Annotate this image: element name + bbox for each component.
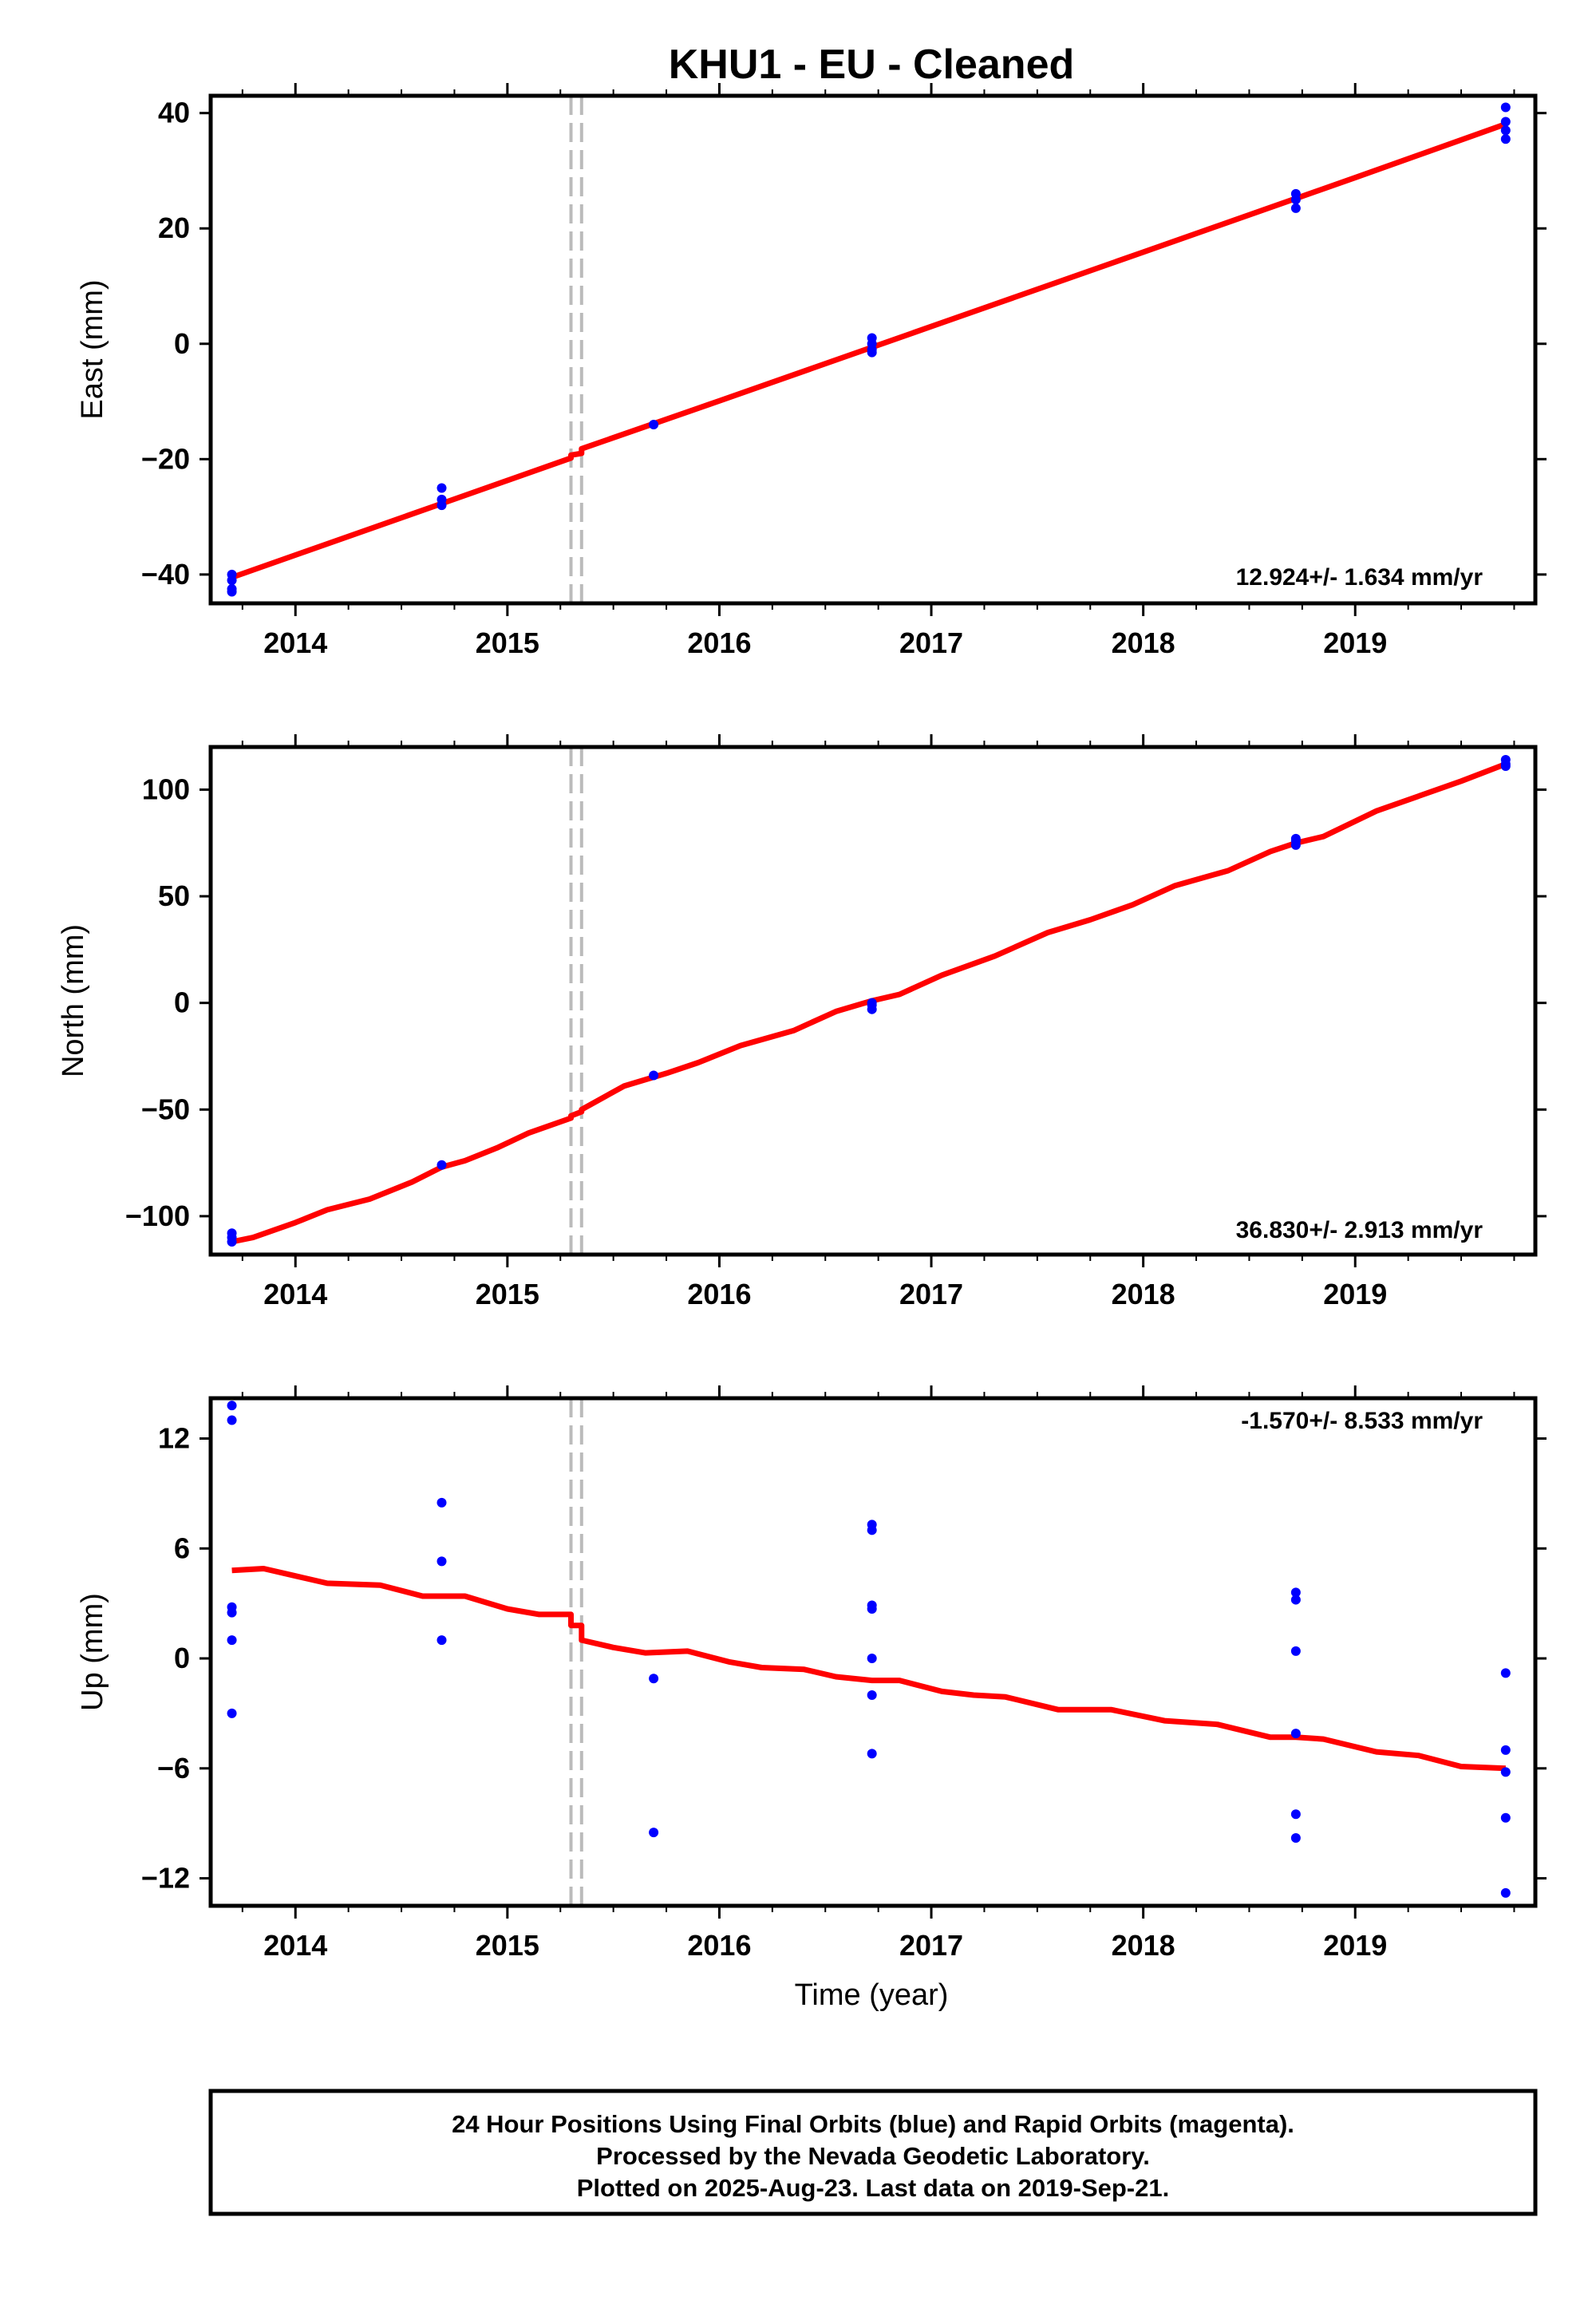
east-xtick-label-0: 2014 bbox=[263, 626, 327, 659]
up-data-point bbox=[867, 1749, 877, 1759]
north-ytick-label-2: 0 bbox=[174, 986, 190, 1019]
north-xtick-label-0: 2014 bbox=[263, 1278, 327, 1310]
north-data-point bbox=[437, 1160, 447, 1170]
up-panel: −12 −6 0 6 12 2014 2015 2016 2017 2018 2019 Up (mm)… bbox=[76, 1385, 1547, 1962]
north-data-point bbox=[1500, 761, 1511, 772]
up-data-point bbox=[437, 1497, 447, 1508]
up-data-point bbox=[1290, 1646, 1301, 1656]
up-data-point bbox=[867, 1654, 877, 1664]
up-xtick-label-1: 2015 bbox=[476, 1929, 539, 1962]
east-data-point bbox=[227, 587, 237, 597]
north-data-point bbox=[1290, 840, 1301, 850]
north-ytick-label-3: 50 bbox=[158, 879, 190, 912]
east-data-point bbox=[1290, 203, 1301, 213]
east-y-axis-label: East (mm) bbox=[76, 279, 109, 419]
north-data-point bbox=[649, 1070, 659, 1081]
up-data-point bbox=[1290, 1595, 1301, 1605]
footer-line-2: Processed by the Nevada Geodetic Laborat… bbox=[596, 2142, 1150, 2170]
up-model-line bbox=[231, 1566, 1506, 1772]
up-data-point bbox=[1290, 1809, 1301, 1820]
up-ytick-label-3: 6 bbox=[174, 1531, 190, 1564]
north-y-axis-label: North (mm) bbox=[57, 924, 90, 1077]
up-data-point bbox=[1290, 1729, 1301, 1739]
footer-box: 24 Hour Positions Using Final Orbits (bl… bbox=[208, 2089, 1538, 2216]
east-data-point bbox=[1500, 102, 1511, 113]
up-xtick-label-4: 2018 bbox=[1112, 1929, 1175, 1962]
east-rate-label: 12.924+/- 1.634 mm/yr bbox=[1236, 564, 1483, 591]
north-rate-label: 36.830+/- 2.913 mm/yr bbox=[1236, 1217, 1483, 1243]
north-panel: −100 −50 0 50 100 2014 2015 2016 2017 2018 2019 Nor… bbox=[57, 734, 1547, 1310]
east-data-point bbox=[1500, 134, 1511, 144]
east-data-point bbox=[1500, 117, 1511, 127]
up-data-point bbox=[649, 1674, 659, 1684]
up-y-axis-label: Up (mm) bbox=[76, 1593, 109, 1711]
up-data-point bbox=[1500, 1668, 1511, 1678]
up-data-point bbox=[227, 1415, 237, 1425]
north-xtick-label-4: 2018 bbox=[1112, 1278, 1175, 1310]
up-data-point bbox=[867, 1604, 877, 1614]
footer-line-3: Plotted on 2025-Aug-23. Last data on 201… bbox=[577, 2174, 1169, 2202]
up-ytick-label-0: −12 bbox=[141, 1862, 190, 1895]
east-data-point bbox=[227, 575, 237, 586]
east-model-line bbox=[231, 121, 1507, 580]
east-frame bbox=[208, 93, 1538, 606]
footer-line-1: 24 Hour Positions Using Final Orbits (bl… bbox=[452, 2110, 1294, 2138]
east-data-point bbox=[437, 500, 447, 511]
up-xtick-label-3: 2017 bbox=[899, 1929, 963, 1962]
up-data-point bbox=[1500, 1745, 1511, 1755]
up-data-point bbox=[227, 1401, 237, 1411]
up-data-point bbox=[227, 1708, 237, 1718]
north-ytick-label-1: −50 bbox=[141, 1093, 190, 1125]
north-xtick-label-5: 2019 bbox=[1323, 1278, 1387, 1310]
chart-title: KHU1 - EU - Cleaned bbox=[669, 41, 1075, 88]
up-data-point bbox=[437, 1635, 447, 1646]
north-xtick-label-1: 2015 bbox=[476, 1278, 539, 1310]
up-data-point bbox=[437, 1556, 447, 1567]
up-xtick-label-5: 2019 bbox=[1323, 1929, 1387, 1962]
east-xtick-label-2: 2016 bbox=[687, 626, 751, 659]
east-ytick-label-3: 20 bbox=[158, 211, 190, 244]
up-data-point bbox=[1500, 1887, 1511, 1898]
up-data-point bbox=[867, 1525, 877, 1535]
north-model-line bbox=[231, 761, 1507, 1245]
up-data-point bbox=[1290, 1587, 1301, 1598]
up-rate-label: -1.570+/- 8.533 mm/yr bbox=[1241, 1408, 1483, 1434]
east-data-point bbox=[649, 419, 659, 429]
up-xtick-label-2: 2016 bbox=[687, 1929, 751, 1962]
north-xtick-label-3: 2017 bbox=[899, 1278, 963, 1310]
east-ytick-label-4: 40 bbox=[158, 97, 190, 129]
up-ytick-label-1: −6 bbox=[157, 1752, 190, 1784]
up-data-point bbox=[1290, 1833, 1301, 1844]
up-data-point bbox=[1500, 1812, 1511, 1823]
up-frame bbox=[208, 1396, 1538, 1908]
north-data-point bbox=[867, 1004, 877, 1014]
up-data-point bbox=[227, 1607, 237, 1618]
east-ytick-label-2: 0 bbox=[174, 327, 190, 360]
north-xtick-label-2: 2016 bbox=[687, 1278, 751, 1310]
up-ytick-label-2: 0 bbox=[174, 1642, 190, 1674]
up-data-point bbox=[867, 1690, 877, 1700]
east-xtick-label-1: 2015 bbox=[476, 626, 539, 659]
east-xtick-label-5: 2019 bbox=[1323, 626, 1387, 659]
up-ytick-label-4: 12 bbox=[158, 1422, 190, 1455]
x-axis-label: Time (year) bbox=[795, 1978, 949, 2012]
up-data-point bbox=[1500, 1767, 1511, 1777]
east-data-point bbox=[1290, 195, 1301, 205]
east-panel: −40 −20 0 20 40 2014 2015 2016 2017 2018 2019 East … bbox=[76, 83, 1547, 659]
east-xtick-label-3: 2017 bbox=[899, 626, 963, 659]
east-xtick-label-4: 2018 bbox=[1112, 626, 1175, 659]
up-data-point bbox=[227, 1635, 237, 1646]
east-ytick-label-0: −40 bbox=[141, 558, 190, 591]
north-ytick-label-4: 100 bbox=[142, 773, 190, 805]
north-ytick-label-0: −100 bbox=[125, 1199, 190, 1232]
east-data-point bbox=[437, 483, 447, 493]
east-data-point bbox=[867, 347, 877, 358]
east-ytick-label-1: −20 bbox=[141, 442, 190, 475]
north-data-point bbox=[227, 1236, 237, 1247]
up-xtick-label-0: 2014 bbox=[263, 1929, 327, 1962]
up-data-point bbox=[649, 1828, 659, 1838]
north-frame bbox=[208, 745, 1538, 1257]
east-data-point bbox=[1500, 125, 1511, 136]
